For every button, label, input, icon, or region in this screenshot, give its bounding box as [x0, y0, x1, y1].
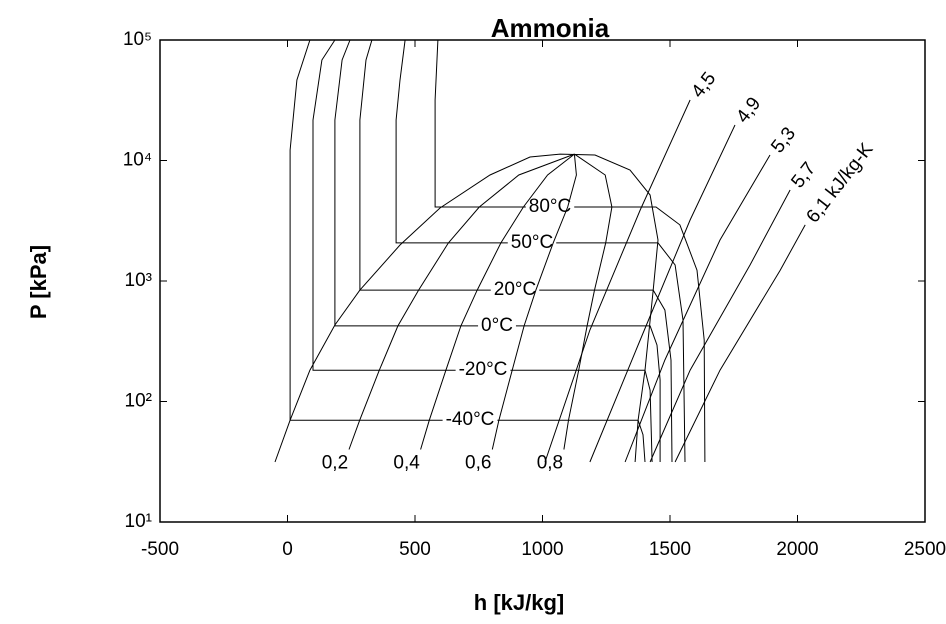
quality-label: 0,6 — [465, 452, 491, 473]
isentrope-label: 6,1 kJ/kg-K — [802, 139, 877, 227]
label-background — [507, 231, 557, 253]
x-tick-label: 500 — [399, 539, 431, 560]
quality-label: 0,2 — [322, 452, 348, 473]
quality-line — [491, 154, 577, 450]
x-tick-label: 0 — [282, 539, 293, 560]
plot-frame — [159, 39, 926, 523]
label-background — [490, 279, 540, 301]
isotherm-label: -40°C — [446, 409, 495, 430]
isotherm-label: -20°C — [459, 359, 508, 380]
x-tick-label: 1000 — [521, 539, 563, 560]
y-axis-label: P [kPa] — [26, 245, 51, 319]
isentrope-label: 5,3 — [767, 123, 800, 157]
isotherm-line — [312, 39, 653, 463]
isentrope-line — [649, 189, 791, 463]
y-tick-label: 10³ — [125, 270, 152, 291]
label-background — [478, 314, 516, 336]
saturation-dome — [274, 153, 659, 463]
x-tick-label: -500 — [141, 539, 179, 560]
isotherm-label: 50°C — [511, 232, 553, 253]
label-background — [525, 196, 575, 218]
isotherm-line — [334, 39, 661, 462]
isotherm-label: 80°C — [529, 196, 571, 217]
isotherm-line — [434, 39, 706, 463]
isentrope-line — [674, 224, 806, 463]
isentrope-line — [544, 99, 691, 463]
label-background — [455, 359, 511, 381]
x-axis-label: h [kJ/kg] — [474, 590, 564, 615]
isentrope-line — [624, 154, 771, 463]
isentrope-label: 5,7 — [787, 158, 820, 192]
y-tick-label: 10² — [125, 391, 152, 412]
quality-line — [420, 153, 575, 450]
isotherm-label: 20°C — [494, 279, 536, 300]
isentrope-label: 4,9 — [732, 93, 765, 127]
quality-line — [348, 153, 575, 450]
quality-label: 0,8 — [537, 452, 563, 473]
quality-label: 0,4 — [393, 452, 420, 473]
x-tick-label: 2000 — [776, 539, 818, 560]
isentrope-line — [589, 124, 736, 463]
quality-line — [563, 153, 613, 450]
chart-title: Ammonia — [491, 13, 610, 43]
y-tick-label: 10⁴ — [123, 150, 152, 171]
y-tick-label: 10¹ — [125, 511, 152, 532]
label-background — [442, 409, 498, 431]
isotherm-line — [289, 39, 646, 463]
isentrope-label: 4,5 — [687, 68, 720, 102]
x-tick-label: 1500 — [649, 539, 691, 560]
x-tick-label: 2500 — [904, 539, 946, 560]
isotherm-label: 0°C — [481, 315, 513, 336]
y-tick-label: 10⁵ — [123, 29, 152, 50]
